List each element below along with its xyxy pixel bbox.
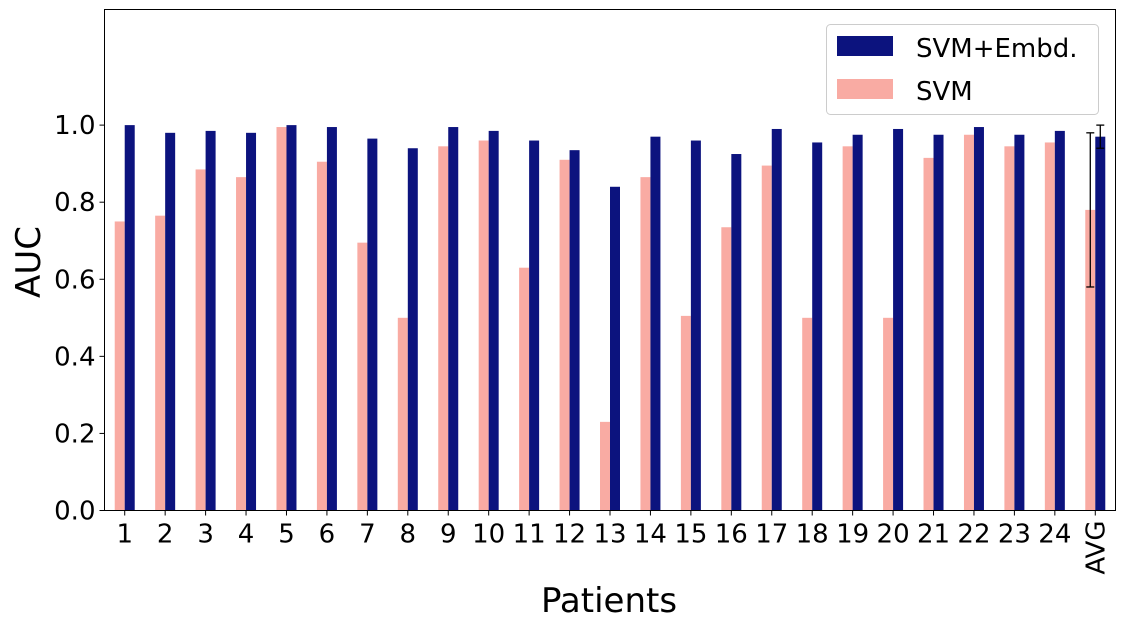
bar-svm-embd-21 (933, 134, 944, 511)
bar-svm-19 (842, 146, 853, 511)
legend-swatch-svm (837, 79, 893, 99)
bar-svm-embd-8 (407, 148, 418, 511)
bar-svm-embd-23 (1014, 134, 1025, 511)
x-tick-label-22: 22 (957, 520, 990, 550)
bar-svm-3 (195, 169, 206, 511)
bar-svm-embd-9 (448, 127, 459, 511)
bar-svm-4 (236, 177, 247, 511)
x-tick-label-13: 13 (593, 520, 626, 550)
x-tick-label-12: 12 (553, 520, 586, 550)
x-tick-label-20: 20 (877, 520, 910, 550)
x-tick-label-3: 3 (197, 520, 214, 550)
bar-svm-23 (1004, 146, 1015, 511)
x-tick-label-4: 4 (238, 520, 255, 550)
bar-svm-18 (802, 317, 813, 511)
x-tick-label-14: 14 (634, 520, 667, 550)
bar-svm-embd-6 (326, 127, 337, 511)
legend-swatch-svm-embd (837, 36, 893, 56)
bar-svm-embd-3 (205, 130, 216, 511)
y-axis: 0.0 0.2 0.4 0.6 0.8 1.0 (54, 111, 105, 527)
legend-label-svm-embd: SVM+Embd. (916, 34, 1078, 64)
x-tick-label-23: 23 (998, 520, 1031, 550)
x-tick-label-7: 7 (359, 520, 376, 550)
bar-svm-embd-4 (246, 132, 257, 511)
x-axis: 1 2 3 4 5 6 7 8 9 10 11 12 13 14 15 16 17 18 19 20 21 22 23 24 A… (116, 510, 1111, 575)
bar-svm-12 (559, 159, 570, 511)
legend-box (826, 24, 1099, 115)
y-tick-label-0.2: 0.2 (54, 419, 95, 449)
y-axis-label: AUC (9, 226, 49, 298)
legend-label-svm: SVM (916, 77, 973, 107)
bar-svm-7 (357, 242, 368, 511)
x-tick-label-17: 17 (755, 520, 788, 550)
bar-svm-embd-11 (529, 140, 540, 511)
x-tick-label-1: 1 (116, 520, 133, 550)
error-bars-layer (1086, 124, 1105, 288)
bar-svm-embd-16 (731, 154, 742, 511)
bar-svm-21 (923, 157, 934, 511)
x-tick-label-15: 15 (674, 520, 707, 550)
bar-svm-embd-19 (852, 134, 863, 511)
y-tick-label-0.6: 0.6 (54, 265, 95, 295)
y-tick-label-0.0: 0.0 (54, 497, 95, 527)
bar-svm-24 (1044, 142, 1055, 511)
bar-svm-embd-12 (569, 150, 580, 511)
bar-svm-embd-1 (124, 125, 135, 511)
x-tick-label-16: 16 (715, 520, 748, 550)
x-tick-label-10: 10 (472, 520, 505, 550)
x-tick-label-24: 24 (1038, 520, 1071, 550)
bar-svm-embd-14 (650, 136, 661, 511)
x-tick-label-avg: AVG (1081, 521, 1111, 575)
y-tick-label-1.0: 1.0 (54, 111, 95, 141)
x-tick-label-19: 19 (836, 520, 869, 550)
bar-svm-5 (276, 127, 287, 511)
bar-svm-1 (114, 221, 125, 511)
bar-svm-embd-24 (1054, 130, 1065, 511)
bar-svm-embd-7 (367, 138, 378, 511)
x-axis-label: Patients (541, 581, 677, 621)
bar-svm-embd-13 (610, 186, 620, 511)
x-tick-label-11: 11 (513, 520, 546, 550)
bar-svm-embd-10 (488, 130, 499, 511)
bar-svm-22 (963, 134, 974, 511)
bar-svm-embd-2 (165, 132, 176, 511)
bar-svm-9 (438, 146, 449, 511)
bar-svm-17 (761, 165, 772, 511)
bar-svm-2 (155, 215, 166, 511)
bar-svm-embd-22 (973, 127, 984, 511)
bar-svm-embd-18 (812, 142, 823, 511)
x-tick-label-8: 8 (400, 520, 417, 550)
bar-svm-embd-avg (1095, 136, 1106, 511)
bar-svm-embd-15 (690, 140, 701, 511)
bar-svm-8 (397, 317, 408, 511)
x-tick-label-2: 2 (157, 520, 174, 550)
x-tick-label-18: 18 (796, 520, 829, 550)
bar-svm-15 (680, 315, 691, 511)
bar-svm-embd-20 (893, 128, 904, 511)
bar-svm-6 (316, 161, 327, 511)
bar-svm-13 (600, 421, 610, 511)
bar-svm-embd-17 (771, 128, 782, 511)
bar-svm-16 (721, 227, 732, 511)
bar-svm-20 (883, 317, 894, 511)
bars-layer (114, 125, 1106, 511)
x-tick-label-5: 5 (278, 520, 295, 550)
bar-svm-embd-5 (286, 125, 297, 511)
bar-svm-14 (640, 177, 651, 511)
x-tick-label-21: 21 (917, 520, 950, 550)
x-tick-label-9: 9 (440, 520, 457, 550)
bar-svm-11 (519, 267, 530, 511)
y-tick-label-0.4: 0.4 (54, 342, 95, 372)
bar-svm-10 (478, 140, 489, 511)
bar-svm-avg (1085, 209, 1096, 511)
x-tick-label-6: 6 (319, 520, 336, 550)
y-tick-label-0.8: 0.8 (54, 188, 95, 218)
legend: SVM+Embd. SVM (826, 24, 1099, 115)
